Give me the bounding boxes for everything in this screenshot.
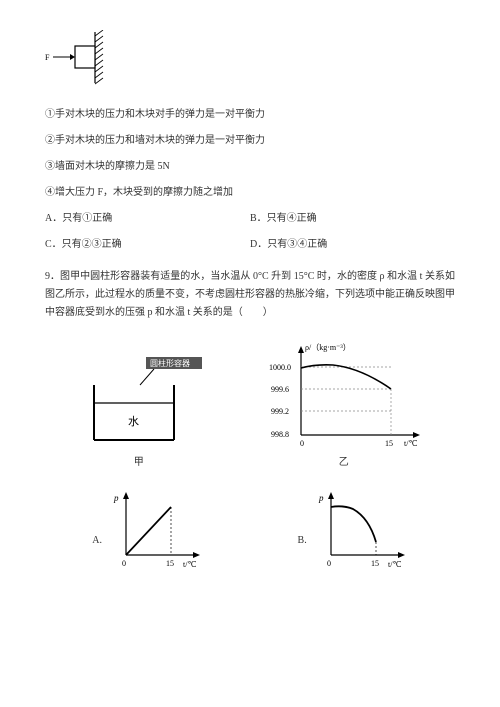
- a-xlabel: t/℃: [183, 560, 196, 569]
- yi-xtick-0: 0: [300, 439, 304, 448]
- caption-jia: 甲: [134, 454, 144, 472]
- option-a: A．只有①正确: [45, 210, 250, 228]
- statement-2: ②手对木块的压力和墙对木块的弹力是一对平衡力: [45, 132, 455, 150]
- force-label: F: [45, 53, 50, 62]
- force-diagram: F: [45, 30, 455, 92]
- yi-ytick-2: 999.2: [271, 407, 289, 416]
- option-b: B．只有④正确: [250, 210, 455, 228]
- a-xtick: 15: [166, 559, 174, 568]
- b-xtick: 15: [371, 559, 379, 568]
- figure-jia-svg: 圆柱形容器 水: [74, 355, 204, 450]
- question-9: 9．图甲中圆柱形容器装有适量的水，当水温从 0°C 升到 15°C 时，水的密度…: [45, 268, 455, 322]
- figure-row-options: A. p t/℃ 0 15 B. p t/℃ 0 15: [45, 490, 455, 570]
- option-b-svg: p t/℃ 0 15: [313, 490, 408, 570]
- yi-ytick-0: 1000.0: [269, 363, 291, 372]
- option-a-svg: p t/℃ 0 15: [108, 490, 203, 570]
- figure-jia: 圆柱形容器 水 甲: [74, 355, 204, 472]
- option-b-chart-pair: B. p t/℃ 0 15: [298, 490, 408, 570]
- yi-ytick-3: 998.8: [271, 430, 289, 439]
- yi-ytick-1: 999.6: [271, 385, 289, 394]
- yi-ylabel: ρ/（kg·m⁻³）: [305, 343, 351, 352]
- caption-yi: 乙: [339, 454, 349, 472]
- statement-3: ③墙面对木块的摩擦力是 5N: [45, 158, 455, 176]
- b-xlabel: t/℃: [388, 560, 401, 569]
- figure-yi-svg: ρ/（kg·m⁻³） t/℃ 1000.0 999.6 999.2 998.8 …: [261, 340, 426, 450]
- yi-xlabel: t/℃: [404, 439, 417, 448]
- options-row-2: C．只有②③正确 D．只有③④正确: [45, 236, 455, 254]
- a-ylabel: p: [113, 493, 119, 503]
- statement-1: ①手对木块的压力和木块对手的弹力是一对平衡力: [45, 106, 455, 124]
- options-row-1: A．只有①正确 B．只有④正确: [45, 210, 455, 228]
- b-ylabel: p: [318, 493, 324, 503]
- statement-4: ④增大压力 F，木块受到的摩擦力随之增加: [45, 184, 455, 202]
- b-origin: 0: [327, 559, 331, 568]
- figure-yi: ρ/（kg·m⁻³） t/℃ 1000.0 999.6 999.2 998.8 …: [261, 340, 426, 472]
- water-label: 水: [128, 415, 139, 428]
- figure-row-jia-yi: 圆柱形容器 水 甲 ρ/（kg·m⁻³） t/℃ 1000.0 999.6: [45, 340, 455, 472]
- force-diagram-svg: F: [45, 30, 115, 85]
- yi-xtick-1: 15: [385, 439, 393, 448]
- option-a-label: A.: [92, 532, 102, 570]
- option-d: D．只有③④正确: [250, 236, 455, 254]
- option-a-chart-pair: A. p t/℃ 0 15: [92, 490, 203, 570]
- option-b-label: B.: [298, 532, 307, 570]
- a-origin: 0: [122, 559, 126, 568]
- container-label: 圆柱形容器: [150, 358, 190, 368]
- option-c: C．只有②③正确: [45, 236, 250, 254]
